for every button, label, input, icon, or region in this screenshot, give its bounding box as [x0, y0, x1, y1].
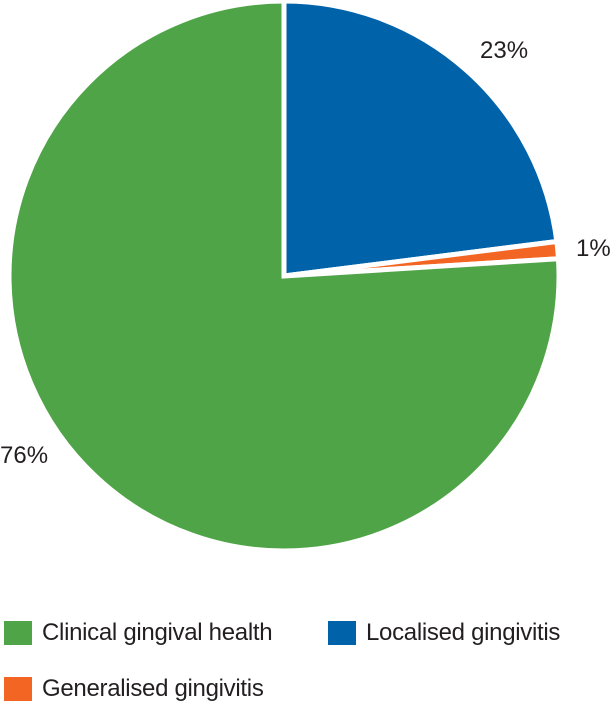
pie-slice-localised-gingivitis [281, 0, 560, 279]
pie-slice-label-clinical-gingival-health: 76% [0, 442, 48, 469]
pie-slices [6, 0, 562, 554]
pie-slice-label-generalised-gingivitis: 1% [576, 235, 610, 262]
pie-labels: 23% 1% 76% [0, 37, 610, 469]
pie-slice-label-localised-gingivitis: 23% [480, 37, 528, 64]
pie-slice-clinical-gingival-health [6, 0, 562, 554]
